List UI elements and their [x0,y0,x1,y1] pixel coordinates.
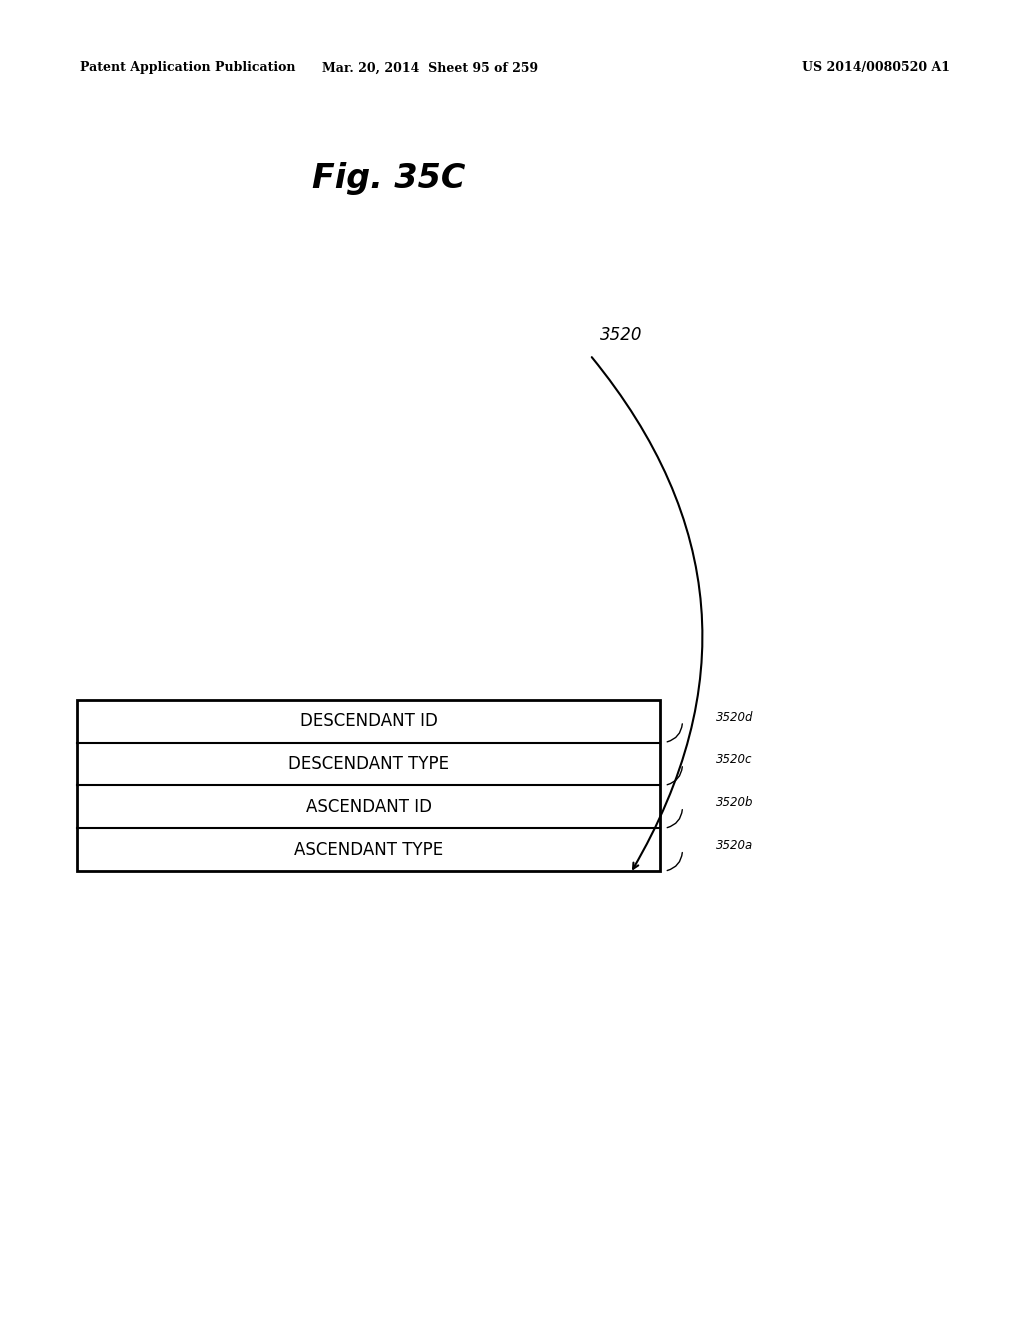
Text: 3520b: 3520b [716,796,753,809]
Text: 3520d: 3520d [716,710,753,723]
Text: DESCENDANT TYPE: DESCENDANT TYPE [288,755,450,774]
Text: Mar. 20, 2014  Sheet 95 of 259: Mar. 20, 2014 Sheet 95 of 259 [322,62,538,74]
Bar [77,700,660,871]
Text: Fig. 35C: Fig. 35C [312,162,466,195]
Text: ASCENDANT TYPE: ASCENDANT TYPE [294,841,443,859]
Text: US 2014/0080520 A1: US 2014/0080520 A1 [802,62,950,74]
Text: ASCENDANT ID: ASCENDANT ID [305,797,432,816]
Text: Patent Application Publication: Patent Application Publication [80,62,296,74]
Text: DESCENDANT ID: DESCENDANT ID [300,711,437,730]
Text: 3520: 3520 [600,326,642,345]
Text: 3520a: 3520a [716,840,753,853]
Text: 3520c: 3520c [716,754,752,767]
